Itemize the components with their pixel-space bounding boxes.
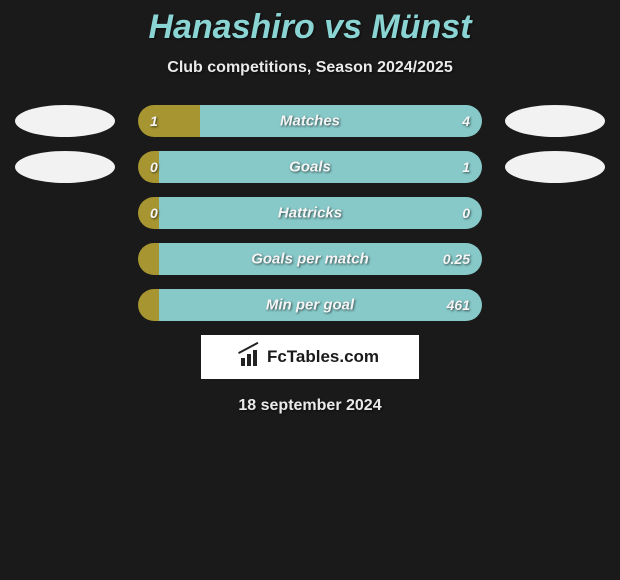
stat-bar: 1 4 Matches (138, 105, 482, 137)
fctables-icon (241, 348, 263, 366)
stat-label: Goals (289, 159, 331, 176)
subtitle: Club competitions, Season 2024/2025 (0, 59, 620, 77)
stat-row: 0.25 Goals per match (0, 243, 620, 275)
value-right: 461 (447, 297, 470, 313)
value-left: 0 (150, 159, 158, 175)
player-avatar-right (505, 105, 605, 137)
bar-left-fill (138, 243, 159, 275)
player-avatar-left (15, 105, 115, 137)
stat-label: Goals per match (251, 251, 369, 268)
bar-left-fill (138, 105, 200, 137)
stats-section: 1 4 Matches 0 1 Goals 0 0 Hattricks 0.25 Goals per… (0, 105, 620, 321)
logo-text: FcTables.com (267, 347, 379, 367)
title: Hanashiro vs Münst (0, 8, 620, 47)
value-right: 1 (462, 159, 470, 175)
avatar-slot-left (10, 151, 120, 183)
stat-label: Min per goal (266, 297, 354, 314)
avatar-slot-right (500, 151, 610, 183)
value-left: 1 (150, 113, 158, 129)
stat-label: Hattricks (278, 205, 342, 222)
stat-bar: 0 1 Goals (138, 151, 482, 183)
value-right: 0.25 (443, 251, 470, 267)
stat-row: 0 1 Goals (0, 151, 620, 183)
stat-row: 461 Min per goal (0, 289, 620, 321)
stat-bar: 0 0 Hattricks (138, 197, 482, 229)
value-right: 0 (462, 205, 470, 221)
stat-label: Matches (280, 113, 340, 130)
player-avatar-right (505, 151, 605, 183)
avatar-slot-left (10, 105, 120, 137)
avatar-slot-right (500, 105, 610, 137)
source-logo: FcTables.com (201, 335, 419, 379)
value-left: 0 (150, 205, 158, 221)
value-right: 4 (462, 113, 470, 129)
stat-row: 1 4 Matches (0, 105, 620, 137)
stat-bar: 461 Min per goal (138, 289, 482, 321)
stat-bar: 0.25 Goals per match (138, 243, 482, 275)
date-label: 18 september 2024 (0, 397, 620, 415)
player-avatar-left (15, 151, 115, 183)
infographic-container: Hanashiro vs Münst Club competitions, Se… (0, 0, 620, 415)
bar-left-fill (138, 289, 159, 321)
bar-right-fill (200, 105, 482, 137)
stat-row: 0 0 Hattricks (0, 197, 620, 229)
